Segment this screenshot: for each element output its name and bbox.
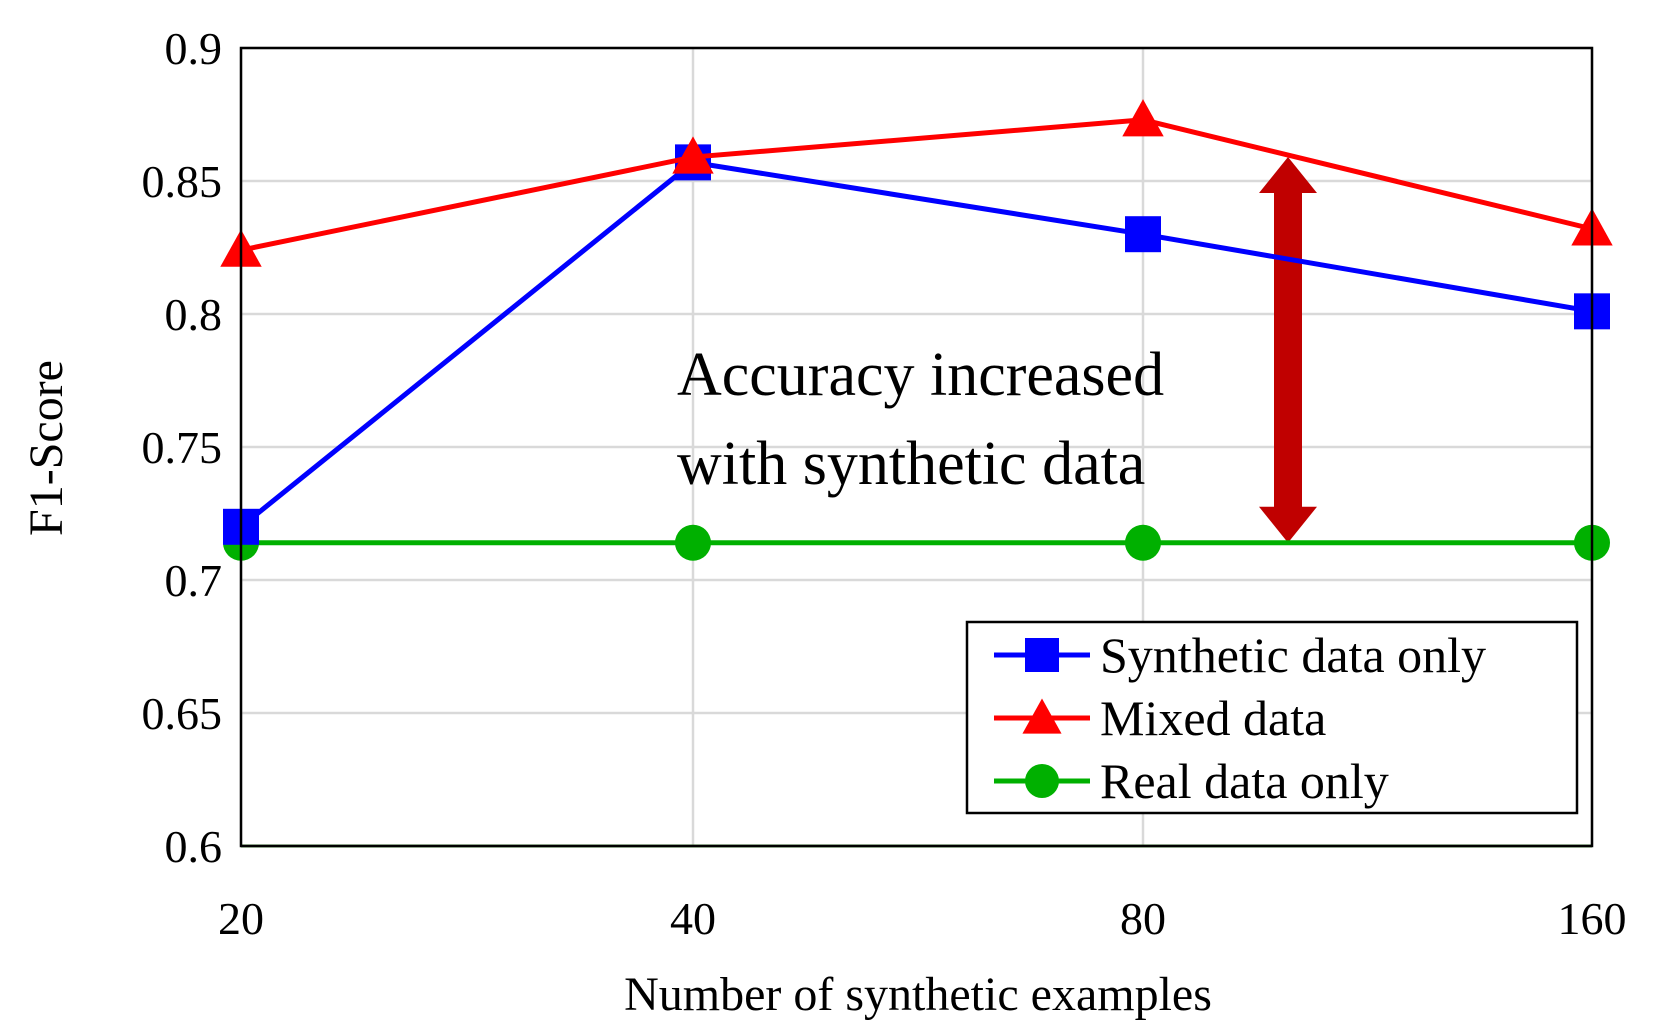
y-tick-label: 0.85 bbox=[142, 156, 223, 207]
arrow-head-down bbox=[1259, 506, 1317, 543]
data-point bbox=[1122, 99, 1164, 137]
series-line bbox=[240, 117, 1593, 253]
x-tick-label: 80 bbox=[1120, 893, 1166, 944]
y-tick-label: 0.6 bbox=[165, 821, 223, 872]
y-tick-label: 0.8 bbox=[165, 289, 223, 340]
x-tick-label: 160 bbox=[1558, 893, 1627, 944]
annotation: Accuracy increased with synthetic data bbox=[677, 341, 1164, 498]
y-axis-title: F1-Score bbox=[20, 360, 73, 536]
legend-item: Synthetic data only bbox=[994, 627, 1486, 683]
arrow-shaft bbox=[1274, 191, 1302, 509]
legend-label: Real data only bbox=[1100, 753, 1389, 809]
legend-marker bbox=[1022, 698, 1062, 734]
arrow-head-up bbox=[1259, 157, 1317, 194]
series-line bbox=[239, 159, 1593, 529]
x-tick-label: 40 bbox=[670, 893, 716, 944]
x-axis-ticks: 20 40 80 160 bbox=[218, 893, 1627, 944]
legend-label: Mixed data bbox=[1100, 690, 1326, 746]
improvement-arrow bbox=[1259, 157, 1317, 543]
x-axis-title: Number of synthetic examples bbox=[624, 968, 1212, 1021]
y-tick-label: 0.9 bbox=[165, 23, 223, 74]
legend-item: Real data only bbox=[994, 753, 1389, 809]
data-point bbox=[1125, 524, 1161, 561]
y-tick-label: 0.65 bbox=[142, 688, 223, 739]
legend-marker bbox=[1025, 764, 1059, 798]
data-point bbox=[672, 136, 714, 174]
legend-item: Mixed data bbox=[994, 690, 1326, 746]
data-point bbox=[675, 524, 711, 561]
legend-marker bbox=[1025, 638, 1059, 672]
y-tick-label: 0.7 bbox=[165, 555, 223, 606]
annotation-line-2: with synthetic data bbox=[677, 430, 1145, 498]
y-axis-ticks: 0.6 0.65 0.7 0.75 0.8 0.85 0.9 bbox=[142, 23, 223, 872]
x-tick-label: 20 bbox=[218, 893, 264, 944]
legend-label: Synthetic data only bbox=[1100, 627, 1486, 683]
legend: Synthetic data only Mixed data Real data o… bbox=[965, 620, 1579, 815]
y-tick-label: 0.75 bbox=[142, 422, 223, 473]
plot-frame bbox=[239, 46, 1594, 848]
series-mixed-data bbox=[220, 99, 1613, 267]
annotation-line-1: Accuracy increased bbox=[677, 341, 1164, 409]
series-real-data-only bbox=[223, 524, 1610, 561]
data-point bbox=[1125, 216, 1161, 253]
